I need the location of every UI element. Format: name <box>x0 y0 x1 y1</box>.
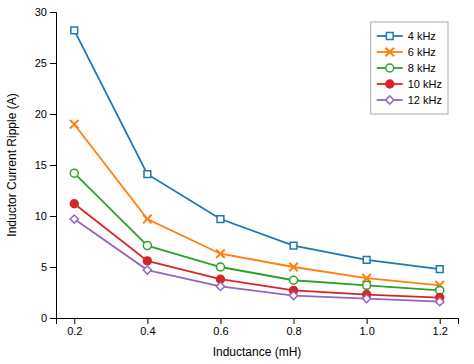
legend-box <box>371 22 448 114</box>
axis-line <box>57 319 459 325</box>
plot: 0.2 0.4 0.6 0.8 1.0 1.2 0 5 10 15 20 25 30 Inductance… <box>5 6 459 359</box>
series <box>70 200 443 302</box>
legend: 4 kHz 6 kHz 8 kHz 10 kHz 12 kHz <box>371 22 448 114</box>
tick-mark <box>220 318 221 324</box>
tick-mark <box>50 318 56 319</box>
marker <box>216 282 224 290</box>
tick: 1.2 <box>433 318 448 337</box>
marker <box>143 242 151 250</box>
tick-label: 0.8 <box>286 325 301 337</box>
legend-item: 6 kHz <box>377 46 436 58</box>
legend-label: 10 kHz <box>408 78 442 90</box>
marker <box>436 298 444 306</box>
legend-marker <box>386 96 394 104</box>
tick-label: 20 <box>35 108 47 120</box>
tick-label: 30 <box>35 6 47 18</box>
tick-label: 15 <box>35 159 47 171</box>
legend-item: 10 kHz <box>377 78 442 90</box>
series <box>70 169 443 294</box>
axis-line <box>50 13 57 319</box>
y-axis-title: Inductor Current Ripple (A) <box>5 93 19 236</box>
tick-label: 10 <box>35 210 47 222</box>
tick-mark <box>294 318 295 324</box>
legend-label: 6 kHz <box>408 46 436 58</box>
marker <box>216 263 224 271</box>
tick-mark <box>147 318 148 324</box>
marker <box>143 266 151 274</box>
series <box>70 120 444 290</box>
tick-label: 0.4 <box>140 325 155 337</box>
tick-mark <box>50 12 56 13</box>
marker <box>290 276 298 284</box>
marker <box>289 263 298 272</box>
tick-mark <box>50 63 56 64</box>
tick: 0 <box>41 312 56 324</box>
tick-label: 5 <box>41 261 47 273</box>
tick: 1.0 <box>359 318 374 337</box>
marker <box>363 281 371 289</box>
tick-mark <box>50 165 56 166</box>
marker <box>363 256 370 263</box>
tick: 25 <box>35 57 56 69</box>
tick: 15 <box>35 159 56 171</box>
tick: 10 <box>35 210 56 222</box>
tick-mark <box>50 267 56 268</box>
marker <box>70 215 78 223</box>
marker <box>70 200 78 208</box>
tick-label: 1.2 <box>433 325 448 337</box>
marker <box>71 27 78 34</box>
tick: 30 <box>35 6 56 18</box>
marker <box>144 171 151 178</box>
tick-label: 25 <box>35 57 47 69</box>
tick: 0.2 <box>67 318 82 337</box>
y-axis: 0 5 10 15 20 25 30 <box>35 6 57 324</box>
tick-mark <box>74 318 75 324</box>
tick-label: 0.2 <box>67 325 82 337</box>
tick: 20 <box>35 108 56 120</box>
marker <box>290 242 297 249</box>
legend-label: 12 kHz <box>408 94 442 106</box>
tick-mark <box>367 318 368 324</box>
marker <box>216 249 225 258</box>
tick: 0.6 <box>213 318 228 337</box>
tick-mark <box>50 114 56 115</box>
legend-item: 4 kHz <box>377 30 436 42</box>
marker <box>363 294 371 302</box>
legend-item: 8 kHz <box>377 62 436 74</box>
legend-label: 4 kHz <box>408 30 436 42</box>
series-group <box>70 27 444 306</box>
marker <box>289 291 297 299</box>
tick: 0.8 <box>286 318 301 337</box>
chart: 0.2 0.4 0.6 0.8 1.0 1.2 0 5 10 15 20 25 30 Inductance… <box>0 0 474 364</box>
marker <box>70 169 78 177</box>
legend-marker <box>386 80 394 88</box>
tick: 0.4 <box>140 318 155 337</box>
tick-label: 0 <box>41 312 47 324</box>
marker <box>143 215 152 224</box>
tick-label: 1.0 <box>359 325 374 337</box>
line <box>74 204 439 298</box>
legend-marker <box>385 48 394 57</box>
legend-marker <box>386 64 394 72</box>
marker <box>217 216 224 223</box>
tick-mark <box>50 216 56 217</box>
tick-label: 0.6 <box>213 325 228 337</box>
legend-label: 8 kHz <box>408 62 436 74</box>
marker <box>70 120 79 129</box>
marker <box>436 266 443 273</box>
tick-mark <box>440 318 441 324</box>
legend-marker <box>386 33 393 40</box>
series <box>70 215 444 306</box>
line <box>74 173 439 290</box>
x-axis-title: Inductance (mH) <box>213 345 302 359</box>
x-axis: 0.2 0.4 0.6 0.8 1.0 1.2 <box>57 318 459 337</box>
line <box>74 219 439 302</box>
line <box>74 124 439 285</box>
marker <box>143 257 151 265</box>
tick: 5 <box>41 261 56 273</box>
legend-item: 12 kHz <box>377 94 442 106</box>
